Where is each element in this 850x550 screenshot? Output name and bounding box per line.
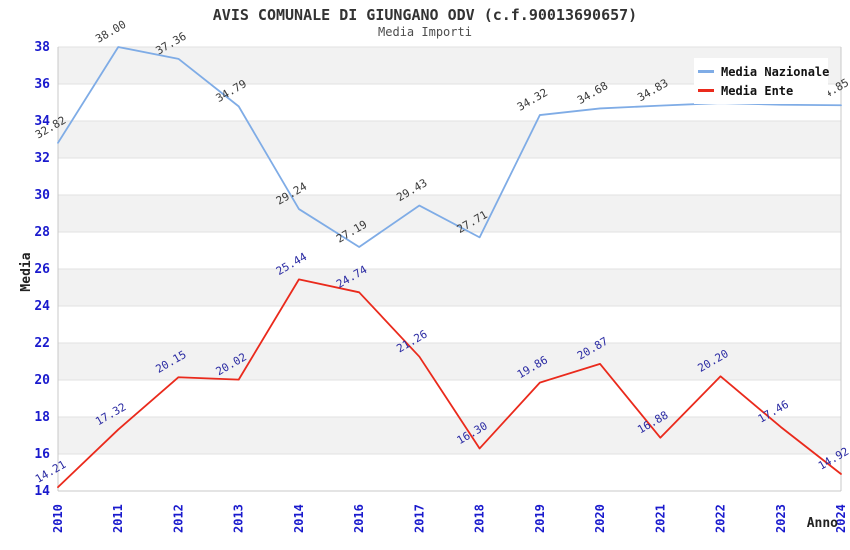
y-tick-label: 28 [34,225,50,240]
y-tick-label: 32 [34,151,50,166]
y-tick-label: 20 [34,373,50,388]
y-tick-label: 26 [34,262,50,277]
x-tick-label: 2014 [292,504,306,533]
x-tick-label: 2016 [352,504,366,533]
legend-label-media-nazionale: Media Nazionale [721,64,830,79]
x-tick-label: 2022 [714,504,728,533]
y-tick-label: 16 [34,447,50,462]
x-axis-title: Anno [807,516,838,531]
y-tick-label: 18 [34,410,50,425]
x-tick-label: 2017 [412,504,426,533]
legend: Media Nazionale Media Ente [694,58,829,104]
media-nazionale-line-swatch [698,70,714,73]
y-tick-label: 36 [34,77,50,92]
x-tick-label: 2012 [171,504,185,533]
legend-label-media-ente: Media Ente [721,83,794,98]
y-tick-label: 14 [34,484,50,499]
x-tick-label: 2019 [533,504,547,533]
x-tick-label: 2010 [51,504,65,533]
plot-band [58,417,841,454]
x-tick-label: 2020 [593,504,607,533]
y-tick-label: 30 [34,188,50,203]
y-tick-label: 22 [34,336,50,351]
plot-band [58,343,841,380]
media-ente-line[interactable] [57,278,842,489]
legend-item-media-ente[interactable]: Media Ente [698,84,824,98]
y-tick-label: 34 [34,114,50,129]
x-tick-label: 2018 [473,504,487,533]
y-tick-label: 38 [34,40,50,55]
y-axis-title: Media [19,252,34,291]
plot-band [58,269,841,306]
x-tick-label: 2013 [232,504,246,533]
x-tick-label: 2021 [653,504,667,533]
legend-item-media-nazionale[interactable]: Media Nazionale [698,65,829,79]
media-ente-line-swatch [698,89,714,92]
x-tick-label: 2024 [834,504,848,533]
chart-subtitle: Media Importi [378,25,472,39]
x-tick-label: 2011 [111,504,125,533]
media-nazionale-point-label: 34.32 [515,86,550,114]
x-tick-label: 2023 [774,504,788,533]
y-tick-label: 24 [34,299,50,314]
plot-band [58,195,841,232]
media-nazionale-point-label: 38.00 [93,18,128,46]
chart-title: AVIS COMUNALE DI GIUNGANO ODV (c.f.90013… [212,6,638,24]
plot-band [58,121,841,158]
